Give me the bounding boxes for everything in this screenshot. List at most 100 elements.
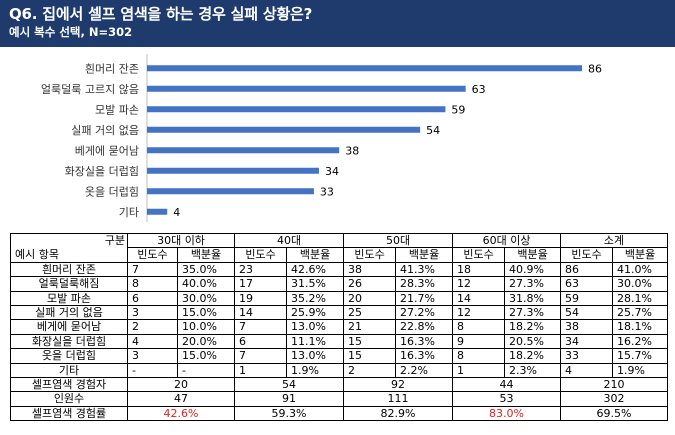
table-cell: 3 [127,348,178,364]
table-cell: - [176,362,236,379]
table-cell: 7 [234,348,288,364]
table-cell: 27.3% [504,276,562,292]
group-header: 50대 [343,232,454,249]
table-cell: 25.7% [612,305,669,321]
table-cell: 1 [234,362,288,379]
value-label: 4 [173,206,180,219]
table-cell: 12 [452,276,506,292]
table-corner-top: 구분 [10,232,128,248]
table-cell: 21 [343,319,397,335]
summary-cell: 302 [560,391,669,407]
table-cell: 17 [234,276,288,292]
table-cell: 35.2% [286,290,345,307]
table-cell: 19 [234,290,288,307]
table-cell: 13.0% [286,348,345,364]
table-cell: 2 [343,362,397,379]
page-subtitle: 예시 복수 선택, N=302 [9,25,133,39]
summary-row: 셀프염색 경험률 42.6% 59.3% 82.9% 83.0% 69.5% [10,405,669,422]
page-title: Q6. 집에서 셀프 염색을 하는 경우 실패 상황은? [9,5,313,23]
subheader-cell: 빈도수 [343,247,397,263]
table-cell: 21.7% [395,290,454,307]
summary-cell: 44 [452,377,562,393]
table-cell: 18.1% [612,319,669,335]
table-cell: 15.7% [612,348,669,364]
table-cell: 8 [452,348,506,364]
summary-cell: 42.6% [126,405,236,422]
table-cell: 28.1% [612,290,669,307]
table-cell: 18 [452,261,506,278]
value-label: 54 [426,124,440,137]
table-cell: 22.8% [395,319,454,335]
bar [147,208,168,215]
table-cell: 15 [343,333,397,350]
group-header: 60대 이상 [452,232,562,249]
table-cell: 33 [560,348,614,364]
table-cell: 15.0% [176,348,236,364]
subheader-cell: 빈도수 [234,247,288,263]
table-cell: 27.3% [504,305,562,321]
subheader-cell: 빈도수 [127,247,178,263]
table-header-row: 구분 30대 이하 40대 50대 60대 이상 소계 [10,232,669,249]
summary-label: 셀프염색 경험률 [10,405,128,422]
subheader-cell: 백분율 [612,247,669,263]
subheader-cell: 백분율 [504,247,562,263]
table-cell: 30.0% [176,290,236,307]
table-cell: 18.2% [504,319,562,335]
table-cell: 15.0% [176,305,236,321]
category-label: 실패 거의 없음 [71,124,139,137]
table-cell: 31.5% [286,276,345,292]
value-label: 59 [451,103,465,116]
value-label: 38 [345,144,359,157]
data-table: 구분 30대 이하 40대 50대 60대 이상 소계 예시 항목 빈도수 백분율 빈도수 백분율 빈… [10,232,669,422]
table-cell: 16.2% [612,333,669,350]
table-cell: 4 [127,333,178,350]
value-label: 63 [472,83,486,96]
table-cell: 34 [560,333,614,350]
table-cell: 6 [127,290,178,307]
table-cell: 7 [127,261,178,278]
table-cell: 35.0% [176,261,236,278]
category-label: 옷을 더럽힘 [85,184,139,198]
table-cell: 31.8% [504,290,562,307]
category-label: 베게에 묻어남 [75,144,139,157]
row-label: 흰머리 잔존 [10,261,128,278]
table-cell: 41.0% [612,261,669,278]
table-cell: 38 [343,261,397,278]
summary-cell: 82.9% [343,405,454,422]
summary-cell: 59.3% [234,405,345,422]
table-cell: 1.9% [612,362,669,379]
bar [147,167,319,174]
table-cell: 11.1% [286,333,345,350]
bar-chart: 흰머리 잔존 86 얼룩덜룩 고르지 않음 63 모발 파손 59 실패 거의 없음 54 베게… [0,52,675,225]
table-cell: 23 [234,261,288,278]
table-cell: 1.9% [286,362,345,379]
bar [147,126,421,133]
row-label: 실패 거의 없음 [10,305,128,321]
group-header: 40대 [234,232,345,249]
table-cell: 25.9% [286,305,345,321]
table-cell: 40.0% [176,276,236,292]
table-cell: 30.0% [612,276,669,292]
row-label: 모발 파손 [10,290,128,307]
table-row: 기타 - -1 1.9% 2 2.2% 1 2.3% 4 1.9% [10,362,669,379]
bar [147,188,314,195]
table-cell: 20.5% [504,333,562,350]
table-cell: 40.9% [504,261,562,278]
table-cell: 42.6% [286,261,345,278]
summary-label: 셀프염색 경험자 [10,377,128,393]
table-row: 실패 거의 없음 3 15.0% 14 25.9% 25 27.2% 12 27.3% 54 25.… [10,305,669,321]
table-row: 얼룩덜룩해짐 8 40.0% 17 31.5% 26 28.3% 12 27.3% 63 30.0% [10,276,669,292]
value-label: 86 [588,62,602,75]
summary-cell: 92 [343,377,454,393]
summary-cell: 53 [452,391,562,407]
table-cell: 54 [560,305,614,321]
summary-cell: 210 [560,377,669,393]
summary-cell: 83.0% [452,405,562,422]
table-cell: 27.2% [395,305,454,321]
summary-label: 인원수 [10,391,128,407]
table-cell: 13.0% [286,319,345,335]
table-row: 모발 파손 6 30.0% 19 35.2% 20 21.7% 14 31.8% 59 28.1% [10,290,669,307]
row-label: 베게에 묻어남 [10,319,128,335]
table-cell: 16.3% [395,333,454,350]
table-row: 흰머리 잔존 7 35.0% 23 42.6% 38 41.3% 18 40.9% 86 41.0% [10,261,669,278]
